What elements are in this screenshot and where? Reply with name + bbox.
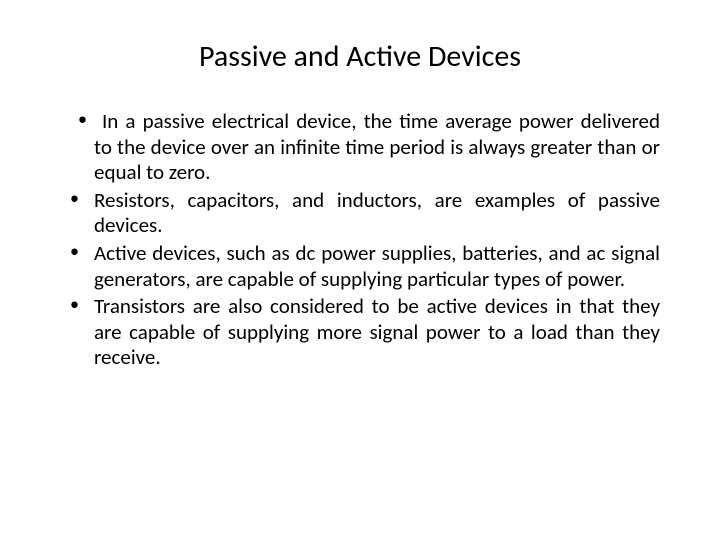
list-item: Resistors, capacitors, and inductors, ar… [80,188,660,239]
list-item: Transistors are also considered to be ac… [80,294,660,371]
slide: Passive and Active Devices In a passive … [0,0,720,540]
slide-title: Passive and Active Devices [50,38,670,75]
list-item: In a passive electrical device, the time… [80,109,660,186]
bullet-list: In a passive electrical device, the time… [50,109,670,371]
list-item: Active devices, such as dc power supplie… [80,241,660,292]
